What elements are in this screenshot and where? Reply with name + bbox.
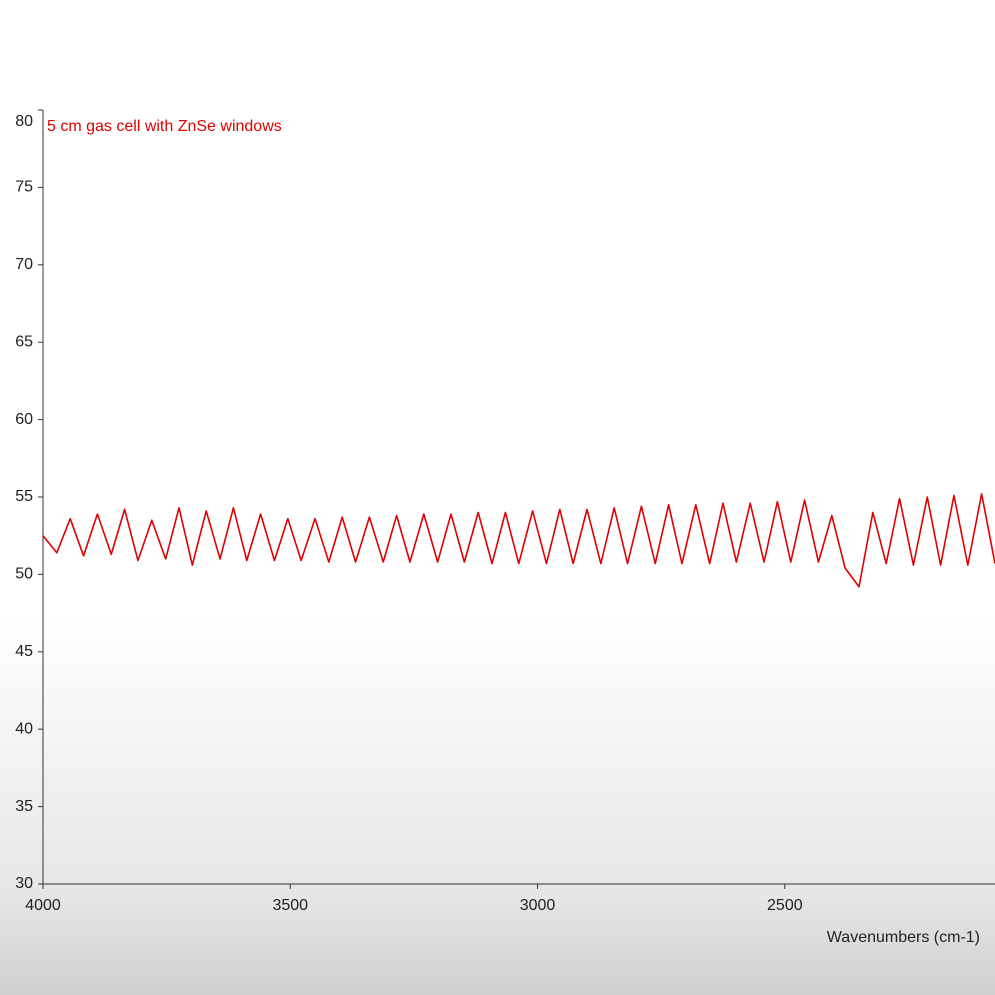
x-tick-label: 4000 — [25, 897, 61, 914]
y-tick-label: 45 — [15, 643, 33, 660]
y-tick-label: 55 — [15, 488, 33, 505]
y-tick-label: 40 — [15, 720, 33, 737]
y-tick-label: 30 — [15, 875, 33, 892]
y-tick-label: 80 — [15, 113, 33, 130]
y-tick-label: 60 — [15, 411, 33, 428]
x-tick-label: 3500 — [272, 897, 308, 914]
x-axis-label: Wavenumbers (cm-1) — [827, 929, 980, 946]
spectrum-line — [42, 493, 995, 588]
y-tick-label: 35 — [15, 798, 33, 815]
y-tick-label: 75 — [15, 179, 33, 196]
annotation: 5 cm gas cell with ZnSe windows — [47, 118, 282, 135]
y-tick-label: 70 — [15, 256, 33, 273]
x-tick-label: 3000 — [520, 897, 556, 914]
x-tick-label: 2500 — [767, 897, 803, 914]
y-tick-label: 65 — [15, 333, 33, 350]
y-tick-label: 50 — [15, 566, 33, 583]
